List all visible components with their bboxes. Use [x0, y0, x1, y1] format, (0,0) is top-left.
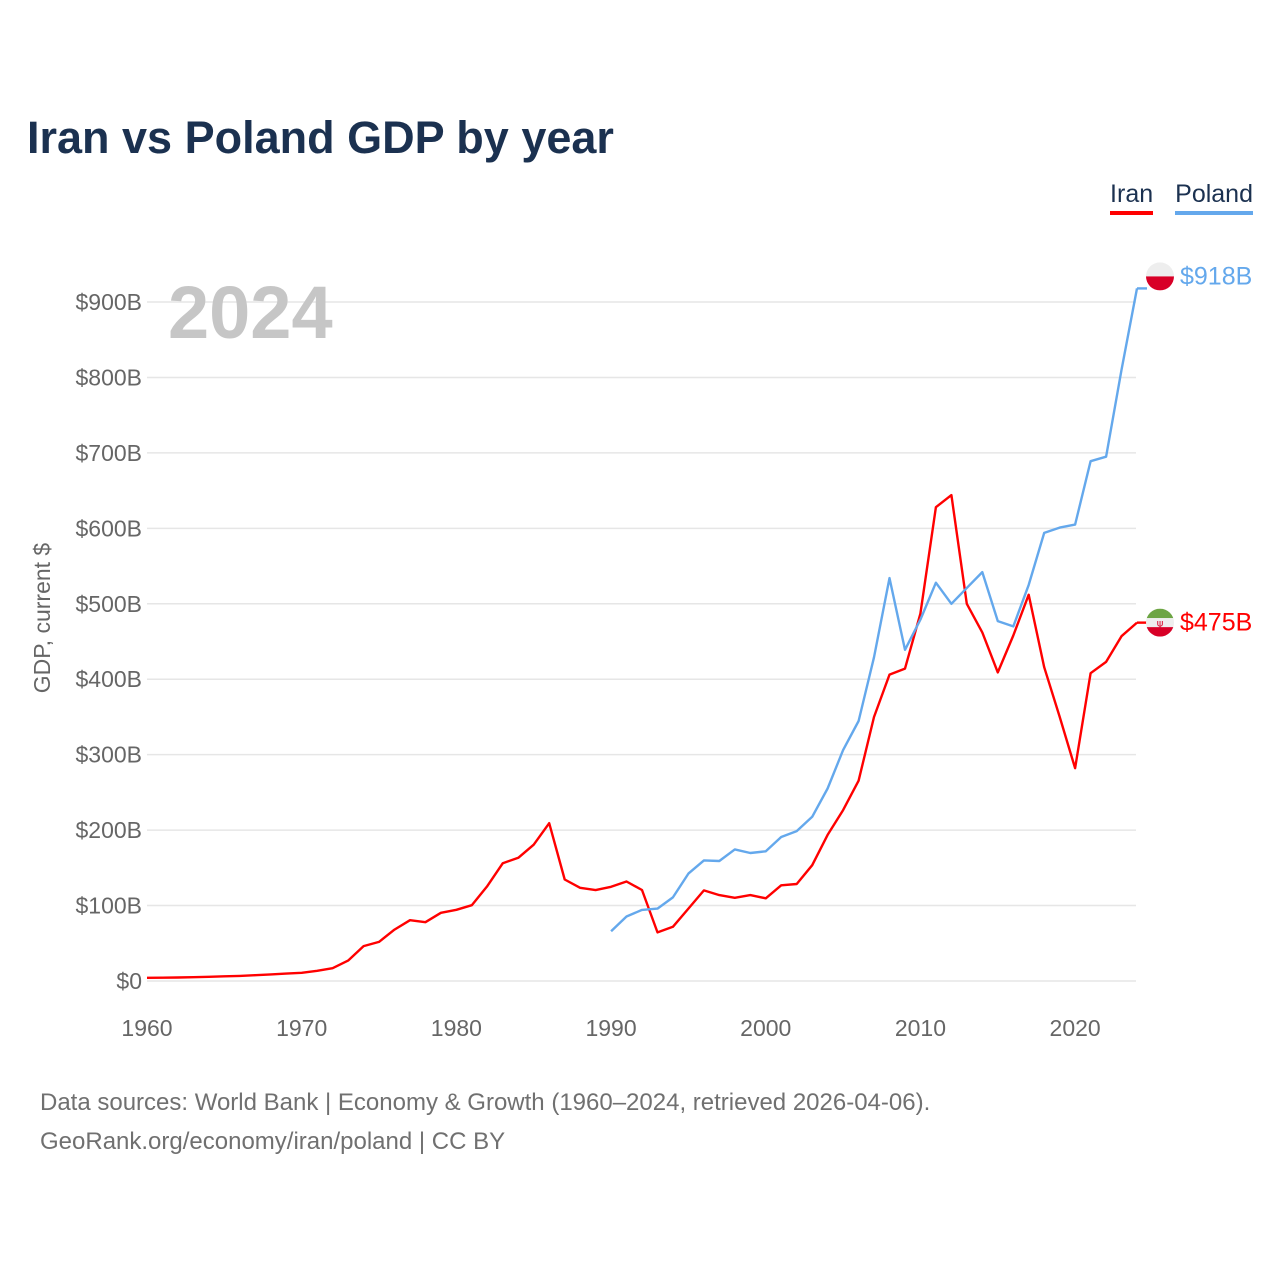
legend: Iran Poland — [1110, 180, 1253, 215]
y-tick-label: $800B — [75, 364, 142, 390]
legend-iran[interactable]: Iran — [1110, 180, 1154, 215]
chart-title: Iran vs Poland GDP by year — [27, 112, 614, 163]
y-tick-label: $200B — [75, 817, 142, 843]
footer-credit[interactable]: GeoRank.org/economy/iran/poland | CC BY — [40, 1128, 506, 1155]
end-value-label-iran: $475B — [1180, 609, 1252, 637]
y-tick-label: $300B — [75, 742, 142, 768]
flag-white — [1146, 618, 1174, 628]
x-tick-label: 2010 — [895, 1015, 946, 1041]
y-axis-label: GDP, current $ — [29, 543, 55, 694]
y-tick-label: $900B — [75, 289, 142, 315]
x-tick-label: 2020 — [1050, 1015, 1101, 1041]
flag-body: ψ — [1146, 608, 1174, 637]
iran-flag-icon: ψ — [1146, 608, 1174, 637]
footer-sources: Data sources: World Bank | Economy & Gro… — [40, 1089, 931, 1116]
x-tick-label: 1970 — [276, 1015, 327, 1041]
flag-white — [1146, 262, 1174, 277]
legend-poland[interactable]: Poland — [1175, 180, 1253, 215]
x-tick-label: 1960 — [121, 1015, 172, 1041]
year-overlay: 2024 — [168, 271, 333, 354]
flag-red — [1146, 627, 1174, 637]
y-tick-label: $400B — [75, 666, 142, 692]
y-tick-label: $0 — [116, 968, 142, 994]
y-tick-label: $500B — [75, 591, 142, 617]
x-tick-label: 2000 — [740, 1015, 791, 1041]
end-value-label-poland: $918B — [1180, 262, 1252, 290]
flag-red — [1146, 276, 1174, 291]
y-tick-label: $700B — [75, 440, 142, 466]
flag-body — [1146, 262, 1174, 291]
poland-flag-icon — [1146, 262, 1174, 291]
series-line-iran — [146, 493, 1138, 979]
y-tick-label: $100B — [75, 893, 142, 919]
series-line-poland — [610, 288, 1139, 933]
flag-green — [1146, 608, 1174, 619]
footer: Data sources: World Bank | Economy & Gro… — [40, 1083, 930, 1161]
flag-emblem: ψ — [1157, 619, 1164, 630]
x-tick-label: 1990 — [585, 1015, 636, 1041]
x-tick-label: 1980 — [431, 1015, 482, 1041]
y-tick-label: $600B — [75, 515, 142, 541]
